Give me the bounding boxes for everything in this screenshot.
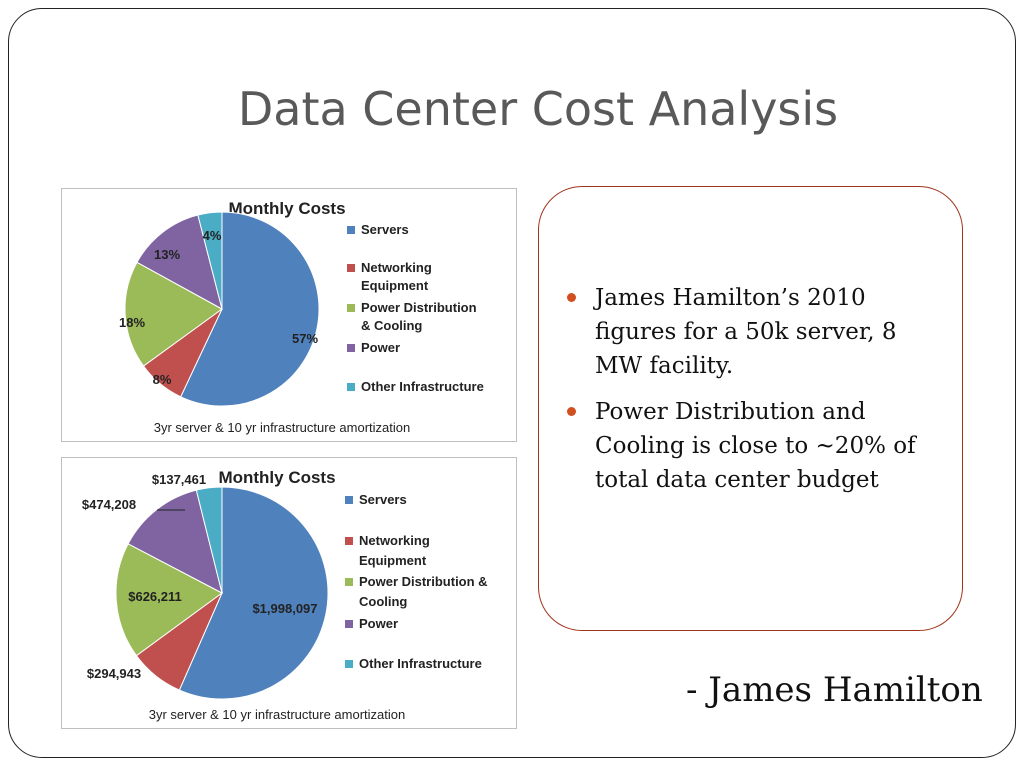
data-label: $474,208: [82, 497, 136, 512]
data-label: 13%: [154, 247, 180, 262]
data-label: $1,998,097: [252, 601, 317, 616]
attribution: - James Hamilton: [686, 670, 983, 710]
data-label: 8%: [153, 372, 172, 387]
data-label: 4%: [203, 228, 222, 243]
legend-label: Networking: [359, 533, 430, 548]
chart-footnote: 3yr server & 10 yr infrastructure amorti…: [154, 420, 410, 435]
bullet-dot-icon: [567, 293, 576, 302]
bullet-dot-icon: [567, 407, 576, 416]
pie-slice: [180, 211, 320, 407]
pie-slice: [124, 261, 223, 367]
legend-label: Power: [361, 340, 400, 355]
legend-label: Equipment: [361, 278, 429, 293]
pie-chart-percent: Monthly Costs 57% 8% 18% 13% 4% Servers Network…: [61, 188, 517, 442]
pie-chart-svg: Monthly Costs 57% 8% 18% 13% 4% Servers Network…: [119, 199, 484, 435]
legend-swatch: [347, 304, 355, 312]
pie-slice: [197, 211, 223, 310]
chart-title: Monthly Costs: [228, 199, 345, 218]
legend-swatch: [347, 383, 355, 391]
legend-swatch: [345, 620, 353, 628]
pie-slice: [178, 486, 329, 700]
legend-swatch: [347, 264, 355, 272]
legend-swatch: [345, 496, 353, 504]
legend-swatch: [347, 226, 355, 234]
chart-footnote: 3yr server & 10 yr infrastructure amorti…: [149, 707, 405, 722]
legend-swatch: [347, 344, 355, 352]
legend-label: Power: [359, 616, 398, 631]
legend-label: Servers: [361, 222, 409, 237]
legend-label: Other Infrastructure: [361, 379, 484, 394]
bullet-item: James Hamilton’s 2010 figures for a 50k …: [567, 281, 947, 383]
legend-label: Power Distribution &: [359, 574, 488, 589]
bullet-item: Power Distribution and Cooling is close …: [567, 395, 947, 497]
slide-title: Data Center Cost Analysis: [237, 82, 839, 136]
pie-slice: [136, 214, 223, 310]
legend-label: Other Infrastructure: [359, 656, 482, 671]
data-label: $626,211: [128, 589, 182, 604]
bullet-text: James Hamilton’s 2010 figures for a 50k …: [595, 285, 897, 379]
pie-chart-svg: Monthly Costs $1,998,097 $294,943 $626,211 $…: [82, 468, 488, 722]
legend-swatch: [345, 660, 353, 668]
pie-slice: [127, 489, 223, 594]
bullet-text-box: James Hamilton’s 2010 figures for a 50k …: [538, 186, 963, 631]
chart-title: Monthly Costs: [218, 468, 335, 487]
legend-label: Power Distribution: [361, 300, 477, 315]
legend-label: Networking: [361, 260, 432, 275]
legend-label: & Cooling: [361, 318, 422, 333]
legend-swatch: [345, 578, 353, 586]
data-label: 57%: [292, 331, 318, 346]
bullet-list: James Hamilton’s 2010 figures for a 50k …: [567, 281, 947, 509]
data-label: 18%: [119, 315, 145, 330]
legend-label: Equipment: [359, 553, 427, 568]
data-label: $137,461: [152, 472, 206, 487]
legend-label: Cooling: [359, 594, 407, 609]
data-label: $294,943: [87, 666, 141, 681]
legend-swatch: [345, 537, 353, 545]
bullet-text: Power Distribution and Cooling is close …: [595, 399, 916, 493]
legend-label: Servers: [359, 492, 407, 507]
pie-slice: [195, 486, 223, 594]
pie-chart-dollars: Monthly Costs $1,998,097 $294,943 $626,211 $…: [61, 457, 517, 729]
pie-slice: [115, 543, 223, 657]
